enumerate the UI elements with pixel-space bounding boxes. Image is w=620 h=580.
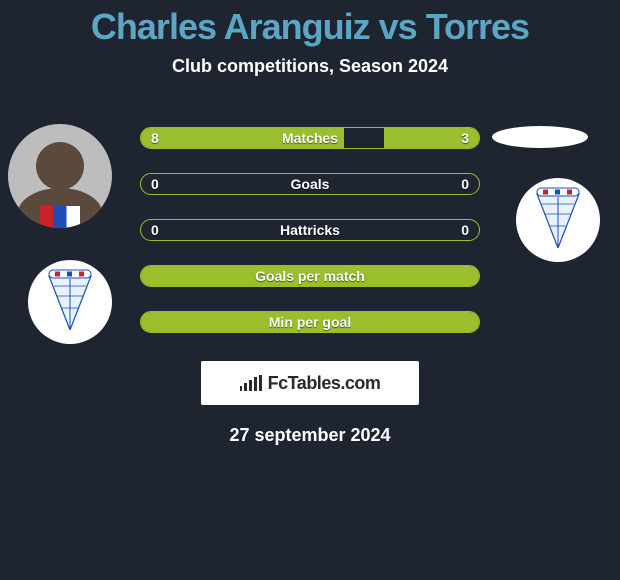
page-title: Charles Aranguiz vs Torres — [0, 0, 620, 48]
subtitle: Club competitions, Season 2024 — [0, 56, 620, 77]
stat-row: Min per goal — [140, 311, 480, 333]
stats-container: 83Matches 00Goals 00Hattricks Goals per mat… — [140, 127, 480, 333]
club-crest-right — [516, 178, 600, 262]
stat-label: Goals per match — [141, 268, 479, 284]
brand-text: FcTables.com — [268, 373, 381, 394]
stat-label: Hattricks — [141, 222, 479, 238]
stat-row: 83Matches — [140, 127, 480, 149]
stat-label: Matches — [141, 130, 479, 146]
player-photo-left — [8, 124, 112, 228]
brand-box[interactable]: FcTables.com — [201, 361, 419, 405]
stat-label: Min per goal — [141, 314, 479, 330]
stat-row: 00Goals — [140, 173, 480, 195]
date-label: 27 september 2024 — [0, 425, 620, 446]
brand-bars-icon — [240, 375, 262, 391]
stat-label: Goals — [141, 176, 479, 192]
club-crest-left — [28, 260, 112, 344]
stat-row: Goals per match — [140, 265, 480, 287]
stat-row: 00Hattricks — [140, 219, 480, 241]
player-photo-right-placeholder — [492, 126, 588, 148]
